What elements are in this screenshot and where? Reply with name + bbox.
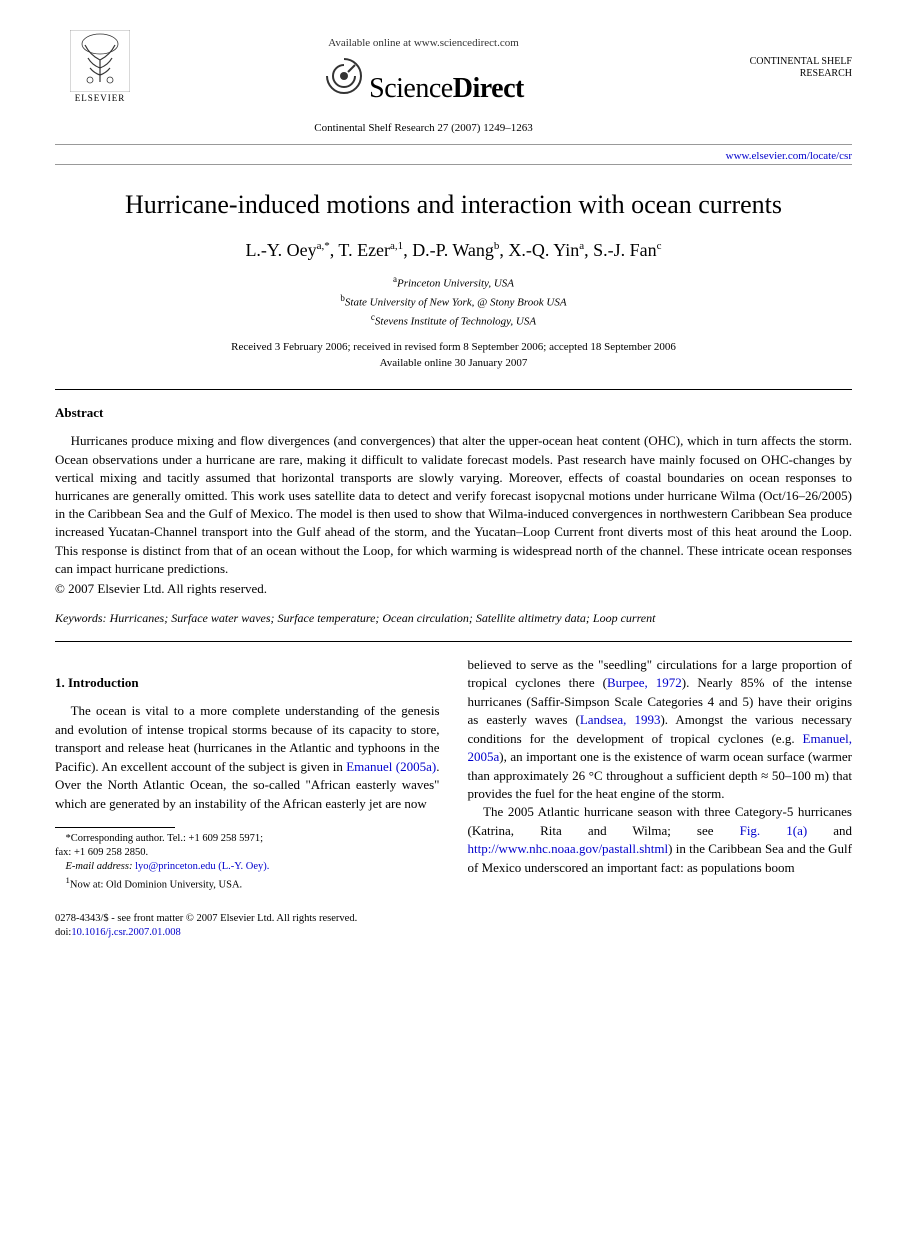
email-link[interactable]: lyo@princeton.edu (L.-Y. Oey). — [135, 861, 269, 872]
ref-nhc-url[interactable]: http://www.nhc.noaa.gov/pastall.shtml — [468, 841, 669, 856]
doi-link[interactable]: 10.1016/j.csr.2007.01.008 — [71, 927, 180, 938]
journal-name-line1: CONTINENTAL SHELF — [702, 56, 852, 68]
article-dates: Received 3 February 2006; received in re… — [55, 340, 852, 371]
elsevier-label: ELSEVIER — [75, 92, 126, 105]
article-title: Hurricane-induced motions and interactio… — [55, 187, 852, 223]
sciencedirect-text: ScienceDirect — [369, 69, 524, 108]
journal-reference: Continental Shelf Research 27 (2007) 124… — [145, 121, 702, 136]
available-online-text: Available online at www.sciencedirect.co… — [145, 36, 702, 51]
header-rule-top — [55, 144, 852, 145]
header-rule-bottom — [55, 164, 852, 165]
ref-emanuel-2005a[interactable]: Emanuel (2005a) — [346, 759, 436, 774]
page-header: ELSEVIER Available online at www.science… — [55, 30, 852, 136]
affiliations: aPrinceton University, USA bState Univer… — [55, 273, 852, 330]
ref-fig1a[interactable]: Fig. 1(a) — [740, 823, 808, 838]
page-footer: 0278-4343/$ - see front matter © 2007 El… — [55, 912, 852, 939]
footnote-rule — [55, 827, 175, 828]
sciencedirect-logo: ScienceDirect — [323, 55, 524, 108]
footer-doi: doi:10.1016/j.csr.2007.01.008 — [55, 926, 852, 940]
affiliation-c: cStevens Institute of Technology, USA — [55, 311, 852, 330]
corresponding-fax: fax: +1 609 258 2850. — [55, 846, 440, 860]
dates-online: Available online 30 January 2007 — [55, 356, 852, 371]
abstract-bottom-rule — [55, 641, 852, 642]
abstract-text: Hurricanes produce mixing and flow diver… — [55, 432, 852, 578]
journal-url[interactable]: www.elsevier.com/locate/csr — [55, 149, 852, 164]
abstract-heading: Abstract — [55, 404, 852, 422]
journal-name-block: CONTINENTAL SHELF RESEARCH — [702, 30, 852, 80]
elsevier-tree-icon — [70, 30, 130, 92]
corresponding-author: *Corresponding author. Tel.: +1 609 258 … — [55, 832, 440, 846]
author-list: L.-Y. Oeya,*, T. Ezera,1, D.-P. Wangb, X… — [55, 238, 852, 263]
footnote-1: 1Now at: Old Dominion University, USA. — [55, 875, 440, 893]
dates-received: Received 3 February 2006; received in re… — [55, 340, 852, 355]
body-columns: 1. Introduction The ocean is vital to a … — [55, 656, 852, 892]
intro-para-2: The 2005 Atlantic hurricane season with … — [468, 803, 853, 877]
abstract-top-rule — [55, 389, 852, 390]
intro-para-1b: believed to serve as the "seedling" circ… — [468, 656, 853, 804]
corresponding-email: E-mail address: lyo@princeton.edu (L.-Y.… — [55, 860, 440, 874]
intro-para-1a: The ocean is vital to a more complete un… — [55, 702, 440, 813]
keywords: Keywords: Hurricanes; Surface water wave… — [55, 610, 852, 627]
affiliation-a: aPrinceton University, USA — [55, 273, 852, 292]
keywords-label: Keywords: — [55, 611, 107, 625]
footnotes: *Corresponding author. Tel.: +1 609 258 … — [55, 832, 440, 892]
section-1-heading: 1. Introduction — [55, 674, 440, 692]
keywords-list: Hurricanes; Surface water waves; Surface… — [110, 611, 656, 625]
affiliation-b: bState University of New York, @ Stony B… — [55, 292, 852, 311]
journal-name-line2: RESEARCH — [702, 68, 852, 80]
ref-landsea-1993[interactable]: Landsea, 1993 — [580, 712, 661, 727]
abstract-copyright: © 2007 Elsevier Ltd. All rights reserved… — [55, 580, 852, 598]
publisher-logo-block: ELSEVIER — [55, 30, 145, 105]
header-center: Available online at www.sciencedirect.co… — [145, 30, 702, 136]
ref-burpee-1972[interactable]: Burpee, 1972 — [607, 675, 682, 690]
abstract-body: Hurricanes produce mixing and flow diver… — [55, 432, 852, 578]
sciencedirect-swirl-icon — [323, 55, 365, 97]
elsevier-logo: ELSEVIER — [55, 30, 145, 105]
footer-copyright: 0278-4343/$ - see front matter © 2007 El… — [55, 912, 852, 926]
